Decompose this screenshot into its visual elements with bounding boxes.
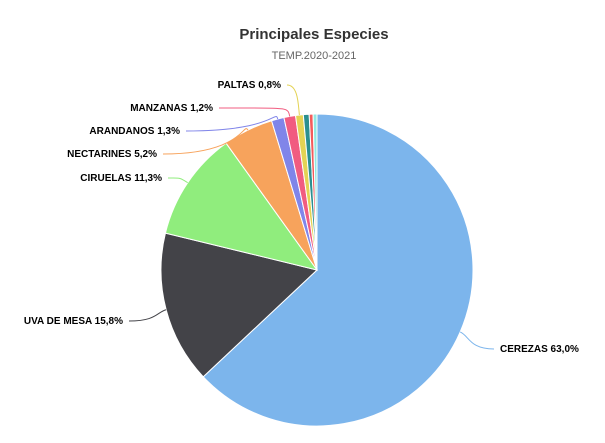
connector-uva-de-mesa [128, 309, 167, 322]
pie-slice-otra-3[interactable] [312, 113, 318, 271]
connector-arandanos [185, 116, 279, 132]
pie-slice-uva-de-mesa[interactable] [160, 232, 319, 378]
label-connectors [128, 84, 495, 350]
slice-label-paltas: PALTAS 0,8% [218, 80, 281, 91]
connector-nectarines [162, 128, 249, 155]
slice-label-ciruelas: CIRUELAS 11,3% [80, 173, 162, 184]
slice-label-uva-de-mesa: UVA DE MESA 15,8% [24, 316, 123, 327]
connector-ciruelas [167, 177, 188, 184]
connector-paltas [286, 84, 300, 116]
slice-label-manzanas: MANZANAS 1,2% [130, 103, 213, 114]
pie-slices [160, 113, 474, 427]
chart-subtitle: TEMP.2020-2021 [272, 50, 357, 62]
connector-cerezas [459, 331, 495, 350]
slice-label-cerezas: CEREZAS 63,0% [500, 344, 579, 355]
chart-title: Principales Especies [239, 26, 388, 43]
slice-labels: CEREZAS 63,0% UVA DE MESA 15,8% CIRUELAS 1… [24, 80, 579, 355]
connector-manzanas [218, 107, 291, 117]
slice-label-arandanos: ARANDANOS 1,3% [89, 126, 180, 137]
slice-label-nectarines: NECTARINES 5,2% [67, 149, 157, 160]
pie-slice-ciruelas[interactable] [164, 142, 319, 271]
